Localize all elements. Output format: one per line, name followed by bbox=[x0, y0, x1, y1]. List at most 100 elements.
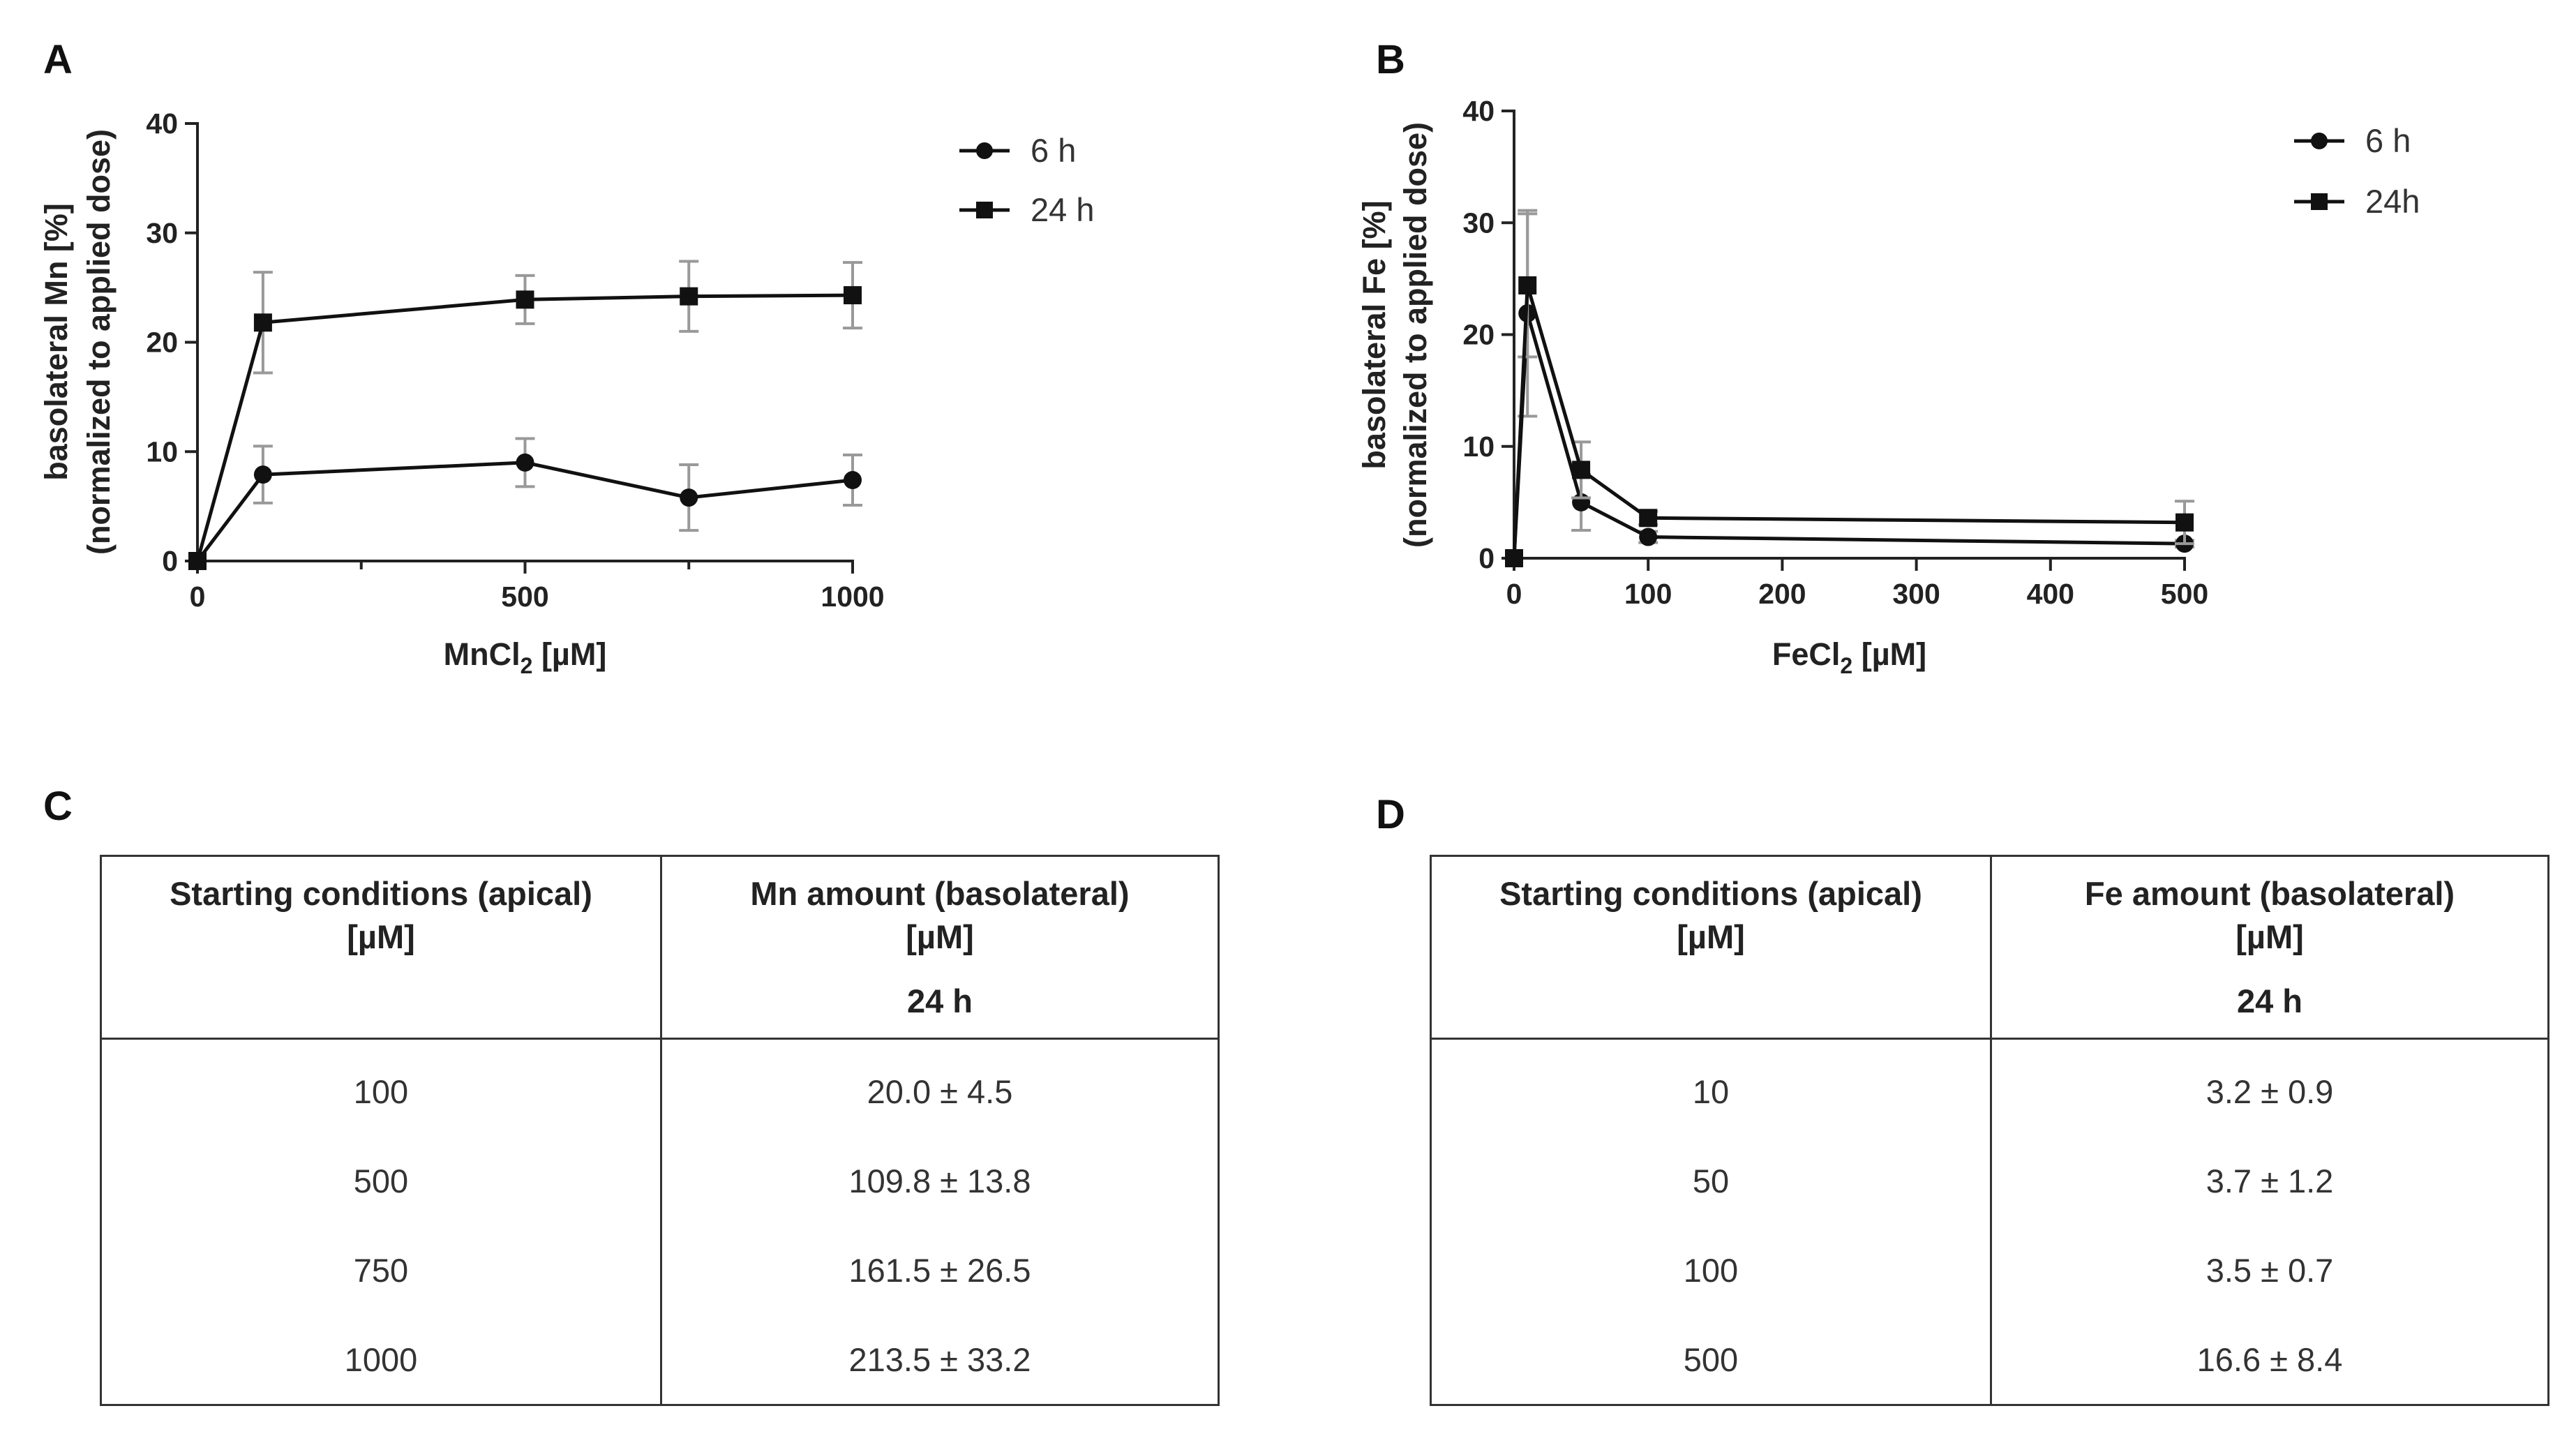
data-point bbox=[253, 465, 272, 484]
legend-label: 6 h bbox=[2365, 122, 2411, 159]
data-point bbox=[1518, 276, 1537, 294]
y-tick-label: 0 bbox=[162, 545, 178, 577]
header-timepoint: 24 h bbox=[2236, 982, 2303, 1019]
header-start-unit: [µM] bbox=[347, 918, 415, 955]
data-point bbox=[680, 287, 698, 306]
cell-start: 10 bbox=[1692, 1072, 1730, 1110]
y-tick-label: 40 bbox=[146, 107, 178, 140]
legend-item: 6 h bbox=[959, 132, 1076, 169]
x-tick-label: 400 bbox=[2027, 578, 2074, 610]
data-point bbox=[516, 453, 534, 472]
y-axis-title: basolateral Fe [%] bbox=[1356, 200, 1392, 469]
table-header-amount: Fe amount (basolateral) [µM] 24 h bbox=[1990, 855, 2549, 1040]
cell-amount: 213.5 ± 33.2 bbox=[660, 1315, 1219, 1405]
table-header-start: Starting conditions (apical) [µM] bbox=[1430, 855, 1991, 1040]
x-tick-label: 1000 bbox=[821, 581, 884, 613]
cell-start: 50 bbox=[1692, 1162, 1730, 1199]
cell-start: 500 bbox=[1683, 1340, 1739, 1378]
panel-label-d: D bbox=[1376, 792, 1405, 837]
cell-start: 100 bbox=[1683, 1251, 1739, 1289]
cell-amount: 16.6 ± 8.4 bbox=[1990, 1315, 2549, 1405]
x-axis-title-unit: [µM] bbox=[1852, 636, 1926, 672]
series-24h bbox=[1505, 212, 2194, 567]
y-tick-label: 10 bbox=[1462, 431, 1495, 463]
table-header-amount: Mn amount (basolateral) [µM] 24 h bbox=[660, 855, 1219, 1040]
y-axis-subtitle: (normalized to applied dose) bbox=[81, 129, 117, 555]
legend-item: 24 h bbox=[959, 191, 1094, 228]
x-axis-title-main: FeCl bbox=[1772, 636, 1841, 672]
panel-label-b: B bbox=[1376, 37, 1405, 82]
table-row: 50 3.7 ± 1.2 bbox=[1431, 1136, 2549, 1225]
legend-item: 24h bbox=[2294, 183, 2420, 220]
x-axis-title-main: MnCl bbox=[444, 636, 521, 672]
header-amount-unit: [µM] bbox=[2236, 918, 2304, 955]
y-tick-label: 0 bbox=[1478, 542, 1495, 574]
cell-amount: 161.5 ± 26.5 bbox=[660, 1225, 1219, 1315]
cell-start: 1000 bbox=[344, 1340, 418, 1378]
y-axis-subtitle: (normalized to applied dose) bbox=[1398, 122, 1433, 548]
y-tick-label: 20 bbox=[1462, 319, 1495, 351]
table-row: 100 20.0 ± 4.5 bbox=[101, 1038, 1219, 1136]
data-point bbox=[188, 552, 207, 570]
legend-marker bbox=[2311, 193, 2328, 210]
series-line bbox=[1512, 285, 2185, 559]
series-6h bbox=[1505, 209, 2194, 567]
x-axis-title-subscript: 2 bbox=[1840, 653, 1852, 678]
data-point bbox=[844, 286, 862, 305]
series-line bbox=[195, 293, 853, 562]
table-row: 1000 213.5 ± 33.2 bbox=[101, 1315, 1219, 1405]
table-row: 100 3.5 ± 0.7 bbox=[1431, 1225, 2549, 1315]
x-axis-title: FeCl2 [µM] bbox=[1772, 636, 1926, 678]
table-d: Starting conditions (apical) [µM] Fe amo… bbox=[1430, 855, 2549, 1406]
series-24h bbox=[188, 260, 862, 570]
chart-a: 0 10 20 30 40 0 500 1000 MnCl2 [µM] basolateral M… bbox=[38, 107, 1094, 678]
x-tick-label: 0 bbox=[1506, 578, 1522, 610]
x-tick-label: 500 bbox=[501, 581, 548, 613]
data-point bbox=[1639, 509, 1658, 528]
cell-amount: 20.0 ± 4.5 bbox=[660, 1038, 1219, 1136]
data-point bbox=[1639, 528, 1658, 546]
data-point bbox=[2176, 513, 2194, 532]
cell-amount: 3.2 ± 0.9 bbox=[1990, 1038, 2549, 1136]
table-c: Starting conditions (apical) [µM] Mn amo… bbox=[100, 855, 1220, 1406]
table-row: 10 3.2 ± 0.9 bbox=[1431, 1038, 2549, 1136]
y-tick-label: 20 bbox=[146, 327, 178, 359]
panel-label-c: C bbox=[43, 784, 73, 829]
series-6h bbox=[188, 437, 862, 570]
legend-label: 6 h bbox=[1031, 132, 1076, 169]
y-tick-label: 10 bbox=[146, 435, 178, 468]
data-point bbox=[516, 290, 534, 309]
y-axis-title: basolateral Mn [%] bbox=[38, 203, 74, 481]
header-start-label: Starting conditions (apical) bbox=[170, 875, 592, 912]
data-point bbox=[253, 313, 272, 332]
y-tick-label: 30 bbox=[146, 217, 178, 249]
table-header-row: Starting conditions (apical) [µM] Mn amo… bbox=[100, 855, 1219, 1040]
header-start-unit: [µM] bbox=[1677, 918, 1745, 955]
header-amount-label: Fe amount (basolateral) bbox=[2084, 875, 2455, 912]
header-amount-label: Mn amount (basolateral) bbox=[750, 875, 1130, 912]
table-row: 500 109.8 ± 13.8 bbox=[101, 1136, 1219, 1225]
x-axis-title-unit: [µM] bbox=[532, 636, 606, 672]
panel-label-a: A bbox=[43, 37, 73, 82]
x-tick-label: 0 bbox=[190, 581, 206, 613]
legend-label: 24 h bbox=[1031, 191, 1094, 228]
header-start-label: Starting conditions (apical) bbox=[1499, 875, 1922, 912]
cell-start: 750 bbox=[353, 1251, 409, 1289]
x-axis-title: MnCl2 [µM] bbox=[444, 636, 607, 678]
y-tick-label: 30 bbox=[1462, 207, 1495, 239]
table-header-start: Starting conditions (apical) [µM] bbox=[100, 855, 661, 1040]
cell-start: 500 bbox=[353, 1162, 409, 1199]
legend-item: 6 h bbox=[2294, 122, 2411, 159]
x-axis-title-subscript: 2 bbox=[521, 653, 533, 678]
table-header-row: Starting conditions (apical) [µM] Fe amo… bbox=[1430, 855, 2549, 1040]
cell-amount: 109.8 ± 13.8 bbox=[660, 1136, 1219, 1225]
header-amount-unit: [µM] bbox=[906, 918, 974, 955]
table-row: 500 16.6 ± 8.4 bbox=[1431, 1315, 2549, 1405]
data-point bbox=[844, 471, 862, 490]
x-tick-label: 300 bbox=[1892, 578, 1940, 610]
y-tick-label: 40 bbox=[1462, 95, 1495, 127]
cell-amount: 3.7 ± 1.2 bbox=[1990, 1136, 2549, 1225]
data-point bbox=[1505, 549, 1523, 567]
